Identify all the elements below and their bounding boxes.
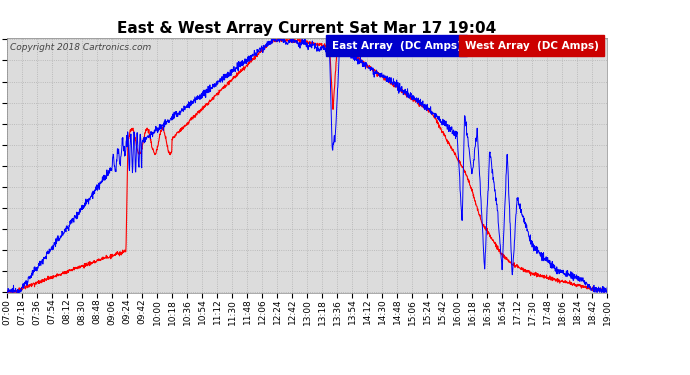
Title: East & West Array Current Sat Mar 17 19:04: East & West Array Current Sat Mar 17 19:… <box>117 21 497 36</box>
Text: Copyright 2018 Cartronics.com: Copyright 2018 Cartronics.com <box>10 43 151 52</box>
Legend: East Array  (DC Amps), West Array  (DC Amps): East Array (DC Amps), West Array (DC Amp… <box>326 38 602 54</box>
